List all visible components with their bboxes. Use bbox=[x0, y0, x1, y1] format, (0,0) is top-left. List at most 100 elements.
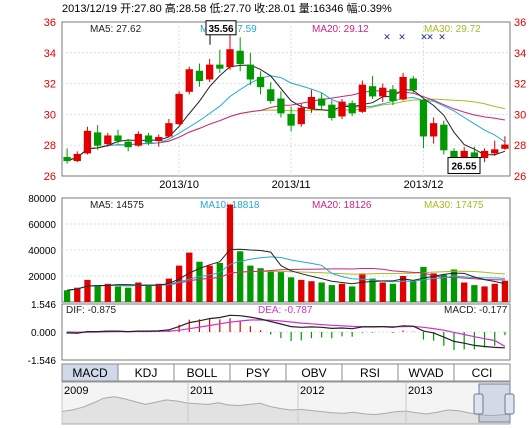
candle-body bbox=[379, 87, 387, 97]
volume-tick: 40000 bbox=[28, 246, 56, 257]
volume-bar bbox=[277, 272, 285, 302]
event-marker-icon[interactable]: ✕ bbox=[398, 32, 406, 42]
date-label: 2013/10 bbox=[159, 179, 199, 191]
candle-body bbox=[246, 64, 255, 80]
timeline-year-label: 2009 bbox=[64, 385, 88, 397]
candle-body bbox=[104, 135, 112, 145]
indicator-tab-label: MACD bbox=[72, 366, 108, 380]
volume-bar bbox=[491, 283, 498, 302]
volume-bar bbox=[104, 283, 111, 302]
candle-body bbox=[368, 86, 377, 97]
candle-body bbox=[287, 113, 295, 126]
indicator-tab-label: CCI bbox=[472, 366, 493, 380]
indicator-tab-label: KDJ bbox=[135, 366, 158, 380]
candle-body bbox=[348, 103, 356, 114]
legend-entry: DIF: -0.875 bbox=[66, 305, 116, 316]
price-tick-right: 30 bbox=[514, 109, 526, 121]
timeline-year-label: 2012 bbox=[300, 385, 324, 397]
candle-body bbox=[165, 123, 173, 137]
candle-body bbox=[155, 137, 163, 142]
candle-body bbox=[185, 69, 193, 92]
annotation-box bbox=[205, 20, 237, 36]
annotation-box bbox=[447, 157, 481, 175]
price-tick-left: 26 bbox=[44, 171, 56, 183]
event-marker-icon[interactable]: ✕ bbox=[438, 32, 446, 42]
candle-body bbox=[93, 132, 102, 146]
volume-bar bbox=[226, 204, 234, 302]
indicator-tab[interactable] bbox=[453, 363, 511, 382]
indicator-tab-label: PSY bbox=[246, 366, 270, 380]
candle-body bbox=[267, 89, 275, 102]
volume-tick: 60000 bbox=[28, 220, 56, 231]
volume-bar bbox=[135, 282, 142, 302]
volume-tick: 20000 bbox=[28, 272, 56, 283]
legend-entry: DEA: -0.787 bbox=[258, 305, 313, 316]
volume-bar bbox=[186, 252, 193, 302]
volume-bar bbox=[74, 287, 81, 302]
volume-bar bbox=[410, 281, 417, 302]
candle-body bbox=[144, 135, 153, 143]
volume-bar bbox=[308, 281, 315, 302]
volume-bar bbox=[216, 263, 223, 302]
volume-bar bbox=[63, 290, 71, 302]
legend-entry: MA5: 14575 bbox=[90, 200, 144, 211]
candle-body bbox=[63, 157, 71, 162]
candle-body bbox=[429, 123, 438, 137]
price-tick-right: 36 bbox=[514, 17, 526, 29]
price-tick-right: 26 bbox=[514, 171, 526, 183]
price-tick-right: 28 bbox=[514, 140, 526, 152]
legend-entry: MA20: 18126 bbox=[312, 200, 372, 211]
timeline-year-label: 2013 bbox=[408, 385, 432, 397]
indicator-tab-label: RSI bbox=[360, 366, 380, 380]
price-tick-left: 32 bbox=[44, 79, 56, 91]
candle-body bbox=[409, 78, 417, 91]
volume-bar bbox=[257, 268, 264, 302]
candle-body bbox=[114, 135, 122, 142]
volume-bar bbox=[359, 273, 366, 302]
macd-tick: 0.000 bbox=[31, 328, 56, 339]
header-quote: 2013/12/19 开:27.80 高:28.58 低:27.70 收:28.… bbox=[62, 1, 392, 15]
legend-entry: MA30: 17475 bbox=[424, 200, 484, 211]
timeline-left-handle[interactable] bbox=[473, 393, 484, 415]
dif-line bbox=[67, 314, 505, 349]
high-annotation: 35.56 bbox=[208, 24, 233, 35]
price-tick-left: 28 bbox=[44, 140, 56, 152]
price-tick-left: 30 bbox=[44, 109, 56, 121]
volume-bar bbox=[430, 273, 437, 302]
legend-entry: MACD: -0.177 bbox=[444, 305, 508, 316]
volume-bar bbox=[237, 251, 244, 302]
date-label: 2013/12 bbox=[404, 179, 444, 191]
volume-bar bbox=[165, 278, 173, 302]
volume-bar bbox=[196, 261, 203, 302]
candle-body bbox=[134, 133, 143, 146]
event-marker-icon[interactable]: ✕ bbox=[420, 32, 428, 42]
volume-bar bbox=[287, 277, 295, 302]
candle-body bbox=[328, 104, 336, 118]
event-marker-icon[interactable]: ✕ bbox=[426, 32, 434, 42]
macd-tick: 1.546 bbox=[31, 300, 56, 311]
candle-body bbox=[307, 96, 316, 109]
candle-body bbox=[124, 141, 132, 148]
indicator-tab-label: OBV bbox=[301, 366, 326, 380]
indicator-tab-label: BOLL bbox=[187, 366, 218, 380]
volume-bar bbox=[420, 266, 427, 302]
volume-bar bbox=[125, 287, 132, 302]
candle-body bbox=[195, 70, 204, 82]
legend-entry: MA5: 27.62 bbox=[90, 24, 142, 35]
candle-body bbox=[216, 64, 224, 69]
legend-entry: MA20: 29.12 bbox=[312, 24, 369, 35]
timeline-right-handle[interactable] bbox=[504, 393, 515, 415]
price-panel bbox=[61, 21, 511, 177]
candle-body bbox=[491, 149, 499, 154]
volume-bar bbox=[155, 283, 162, 302]
macd-tick: -1.546 bbox=[28, 356, 57, 367]
volume-bar bbox=[175, 265, 183, 302]
date-label: 2013/11 bbox=[272, 179, 311, 191]
volume-bar bbox=[349, 286, 356, 302]
candle-body bbox=[419, 100, 428, 137]
volume-bar bbox=[379, 282, 386, 302]
event-marker-icon[interactable]: ✕ bbox=[383, 32, 391, 42]
volume-bar bbox=[461, 282, 468, 302]
low-annotation: 26.55 bbox=[451, 162, 476, 173]
timeline-year-label: 2011 bbox=[190, 385, 214, 397]
